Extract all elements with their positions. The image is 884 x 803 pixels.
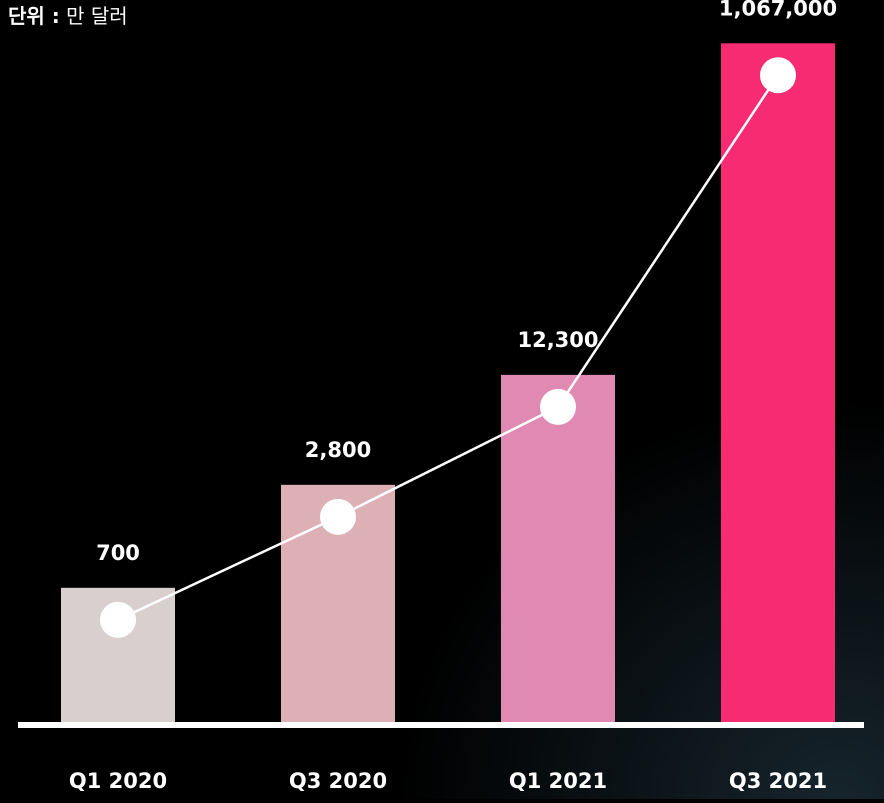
x-tick-label: Q1 2020 [69, 769, 167, 793]
value-label: 1,067,000 [719, 0, 837, 20]
value-label: 2,800 [305, 438, 371, 462]
value-label: 700 [96, 541, 140, 565]
value-label: 12,300 [517, 328, 598, 352]
line-marker [540, 388, 576, 425]
line-marker [760, 57, 796, 94]
x-tick-label: Q3 2021 [729, 769, 827, 793]
trend-line [117, 74, 780, 621]
line-marker [320, 498, 356, 535]
bar [721, 43, 835, 722]
x-tick-label: Q1 2021 [509, 769, 607, 793]
line-marker [100, 601, 136, 638]
x-tick-label: Q3 2020 [289, 769, 387, 793]
unit: 만 달러 [66, 4, 128, 28]
unit-label: 단위 : 만 달러 [8, 4, 128, 28]
unit-prefix: 단위 : [8, 4, 60, 28]
bar [501, 374, 615, 722]
